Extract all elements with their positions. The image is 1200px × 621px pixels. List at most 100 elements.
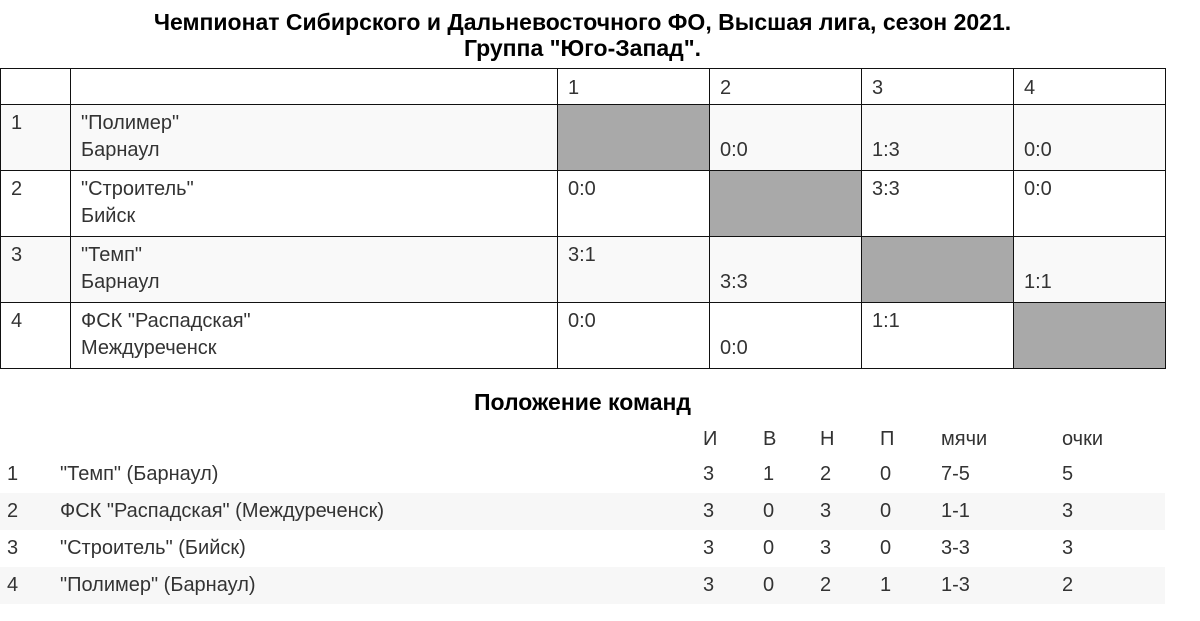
standings-cell: 3 xyxy=(703,574,715,596)
table-row: 2 "Строитель" Бийск 0:0 3:3 0:0 xyxy=(0,170,1166,237)
team-name: "Строитель" xyxy=(81,178,194,200)
standings-cell: 0 xyxy=(880,500,892,522)
score: 3:1 xyxy=(568,244,596,266)
table-row: 1 "Полимер" Барнаул 0:0 1:3 0:0 xyxy=(0,104,1166,171)
score xyxy=(720,110,851,137)
standings-cell: 3 xyxy=(820,500,832,522)
table-row: 4 ФСК "Распадская" Междуреченск 0:0 0:0 1:1 xyxy=(0,302,1166,369)
standings-title: Положение команд xyxy=(473,389,692,415)
team-city: Барнаул xyxy=(81,139,160,161)
standings-cell: 1 xyxy=(763,463,775,485)
standings-cell: "Темп" (Барнаул) xyxy=(60,463,219,485)
score-cell: 0:0 xyxy=(557,302,710,369)
standings-cell: ФСК "Распадская" (Междуреченск) xyxy=(60,500,385,522)
score xyxy=(1024,203,1155,230)
page-title: Чемпионат Сибирского и Дальневосточного … xyxy=(153,9,1012,35)
standings-cell: 3 xyxy=(703,463,715,485)
standings-cell: 3 xyxy=(1062,537,1074,559)
self-match-cell xyxy=(557,104,710,171)
header-cell: 3 xyxy=(861,68,1014,105)
standings-cell: 2 xyxy=(1062,574,1074,596)
standings-row: 4 "Полимер" (Барнаул) 3 0 2 1 1-3 2 xyxy=(0,567,1165,604)
team-cell: "Строитель" Бийск xyxy=(70,170,558,237)
standings-cell: 0 xyxy=(880,463,892,485)
standings-cell: 0 xyxy=(763,537,775,559)
header-cell: 4 xyxy=(1013,68,1166,105)
standings-cell: 1 xyxy=(7,463,19,485)
score: 1:1 xyxy=(872,310,900,332)
team-name: "Полимер" xyxy=(81,112,180,134)
score: 3:3 xyxy=(872,178,900,200)
standings-cell: 0 xyxy=(763,574,775,596)
standings-cell: 4 xyxy=(7,574,19,596)
score: 0:0 xyxy=(568,178,596,200)
standings-cell: 3-3 xyxy=(941,537,970,559)
standings-row: 1 "Темп" (Барнаул) 3 1 2 0 7-5 5 xyxy=(0,456,1165,493)
score xyxy=(720,308,851,335)
score: 0:0 xyxy=(1024,178,1052,200)
column-header: мячи xyxy=(941,428,988,450)
header-cell: 1 xyxy=(557,68,710,105)
standings-row: 3 "Строитель" (Бийск) 3 0 3 0 3-3 3 xyxy=(0,530,1165,567)
standings-cell: 1 xyxy=(880,574,892,596)
team-number: 2 xyxy=(0,170,71,237)
standings-cell: 2 xyxy=(7,500,19,522)
team-cell: ФСК "Распадская" Междуреченск xyxy=(70,302,558,369)
score xyxy=(1024,242,1155,269)
score-cell: 3:3 xyxy=(861,170,1014,237)
page-subtitle: Группа "Юго-Запад". xyxy=(463,35,702,61)
column-header: И xyxy=(703,428,718,450)
column-header: Н xyxy=(820,428,835,450)
team-city: Барнаул xyxy=(81,271,160,293)
score xyxy=(568,203,699,230)
score-cell: 0:0 xyxy=(709,302,862,369)
score-cell: 1:3 xyxy=(861,104,1014,171)
team-cell: "Полимер" Барнаул xyxy=(70,104,558,171)
score-cell: 3:3 xyxy=(709,236,862,303)
score: 0:0 xyxy=(1024,139,1052,161)
header-cell: 2 xyxy=(709,68,862,105)
standings-cell: 3 xyxy=(703,500,715,522)
standings-cell: 3 xyxy=(1062,500,1074,522)
score: 0:0 xyxy=(568,310,596,332)
score xyxy=(872,203,1003,230)
standings-cell: 1-1 xyxy=(941,500,970,522)
header-cell xyxy=(0,68,71,105)
score: 1:1 xyxy=(1024,271,1052,293)
standings-cell: 7-5 xyxy=(941,463,970,485)
column-header: П xyxy=(880,428,895,450)
score: 0:0 xyxy=(720,139,748,161)
self-match-cell xyxy=(1013,302,1166,369)
results-cross-table: 1 2 3 4 1 "Полимер" Барнаул 0:0 1:3 0:0 2 "Строител… xyxy=(0,68,1166,369)
team-name: ФСК "Распадская" xyxy=(81,310,251,332)
score xyxy=(568,335,699,362)
score: 0:0 xyxy=(720,337,748,359)
self-match-cell xyxy=(709,170,862,237)
team-number: 4 xyxy=(0,302,71,369)
team-city: Междуреченск xyxy=(81,337,217,359)
standings-cell: 2 xyxy=(820,574,832,596)
header-cell xyxy=(70,68,558,105)
score xyxy=(1024,110,1155,137)
standings-cell: 2 xyxy=(820,463,832,485)
score-cell: 0:0 xyxy=(709,104,862,171)
team-city: Бийск xyxy=(81,205,136,227)
standings-cell: "Полимер" (Барнаул) xyxy=(60,574,256,596)
standings-cell: "Строитель" (Бийск) xyxy=(60,537,246,559)
self-match-cell xyxy=(861,236,1014,303)
score-cell: 0:0 xyxy=(1013,170,1166,237)
standings-row: 2 ФСК "Распадская" (Междуреченск) 3 0 3 0 1-1 3 xyxy=(0,493,1165,530)
score xyxy=(568,269,699,296)
score-cell: 1:1 xyxy=(1013,236,1166,303)
column-header: В xyxy=(763,428,777,450)
score xyxy=(872,110,1003,137)
standings-cell: 1-3 xyxy=(941,574,970,596)
standings-cell: 0 xyxy=(880,537,892,559)
score-cell: 1:1 xyxy=(861,302,1014,369)
score-cell: 0:0 xyxy=(557,170,710,237)
score-cell: 0:0 xyxy=(1013,104,1166,171)
standings-cell: 3 xyxy=(7,537,19,559)
standings-cell: 3 xyxy=(703,537,715,559)
